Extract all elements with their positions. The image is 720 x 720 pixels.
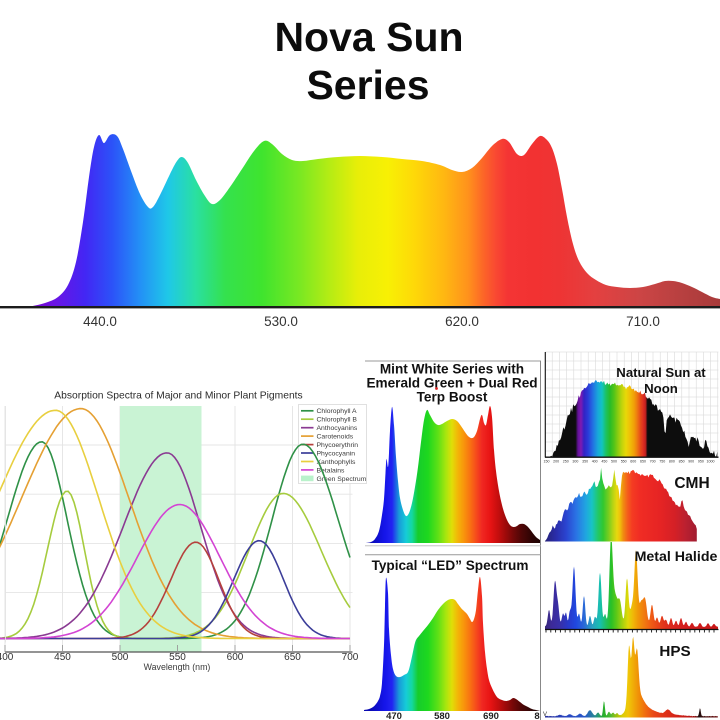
svg-text:580: 580 (434, 711, 450, 720)
svg-text:250: 250 (563, 460, 569, 464)
svg-text:1000: 1000 (707, 460, 715, 464)
svg-text:800: 800 (669, 460, 675, 464)
svg-text:Betalains: Betalains (317, 467, 346, 474)
svg-text:Metal Halide: Metal Halide (635, 549, 718, 565)
svg-text:Noon: Noon (644, 381, 678, 396)
svg-text:450: 450 (54, 652, 71, 663)
svg-text:350: 350 (582, 460, 588, 464)
svg-text:550: 550 (169, 652, 186, 663)
svg-text:710.0: 710.0 (626, 314, 660, 329)
svg-text:400: 400 (592, 460, 598, 464)
svg-text:Wavelength (nm): Wavelength (nm) (144, 662, 211, 672)
svg-text:Chlorophyll B: Chlorophyll B (317, 417, 358, 424)
svg-text:470: 470 (386, 711, 402, 720)
svg-text:530.0: 530.0 (264, 314, 298, 329)
svg-text:Anthocyanins: Anthocyanins (317, 425, 358, 432)
svg-text:Terp Boost: Terp Boost (417, 390, 488, 405)
svg-text:Xanthophylls: Xanthophylls (317, 459, 357, 466)
svg-text:Absorption Spectra of Major an: Absorption Spectra of Major and Minor Pl… (54, 391, 302, 402)
svg-text:600: 600 (630, 460, 636, 464)
svg-text:600: 600 (227, 652, 244, 663)
svg-text:700: 700 (342, 652, 359, 663)
svg-text:650: 650 (640, 460, 646, 464)
svg-text:200: 200 (553, 460, 559, 464)
svg-text:Emerald Green + Dual Red: Emerald Green + Dual Red (366, 376, 537, 391)
svg-text:CMH: CMH (674, 475, 709, 492)
svg-text:HPS: HPS (659, 643, 690, 660)
svg-text:750: 750 (659, 460, 665, 464)
svg-text:900: 900 (688, 460, 694, 464)
svg-text:150: 150 (544, 460, 550, 464)
svg-text:Chlorophyll A: Chlorophyll A (317, 408, 358, 415)
svg-text:620.0: 620.0 (445, 314, 479, 329)
svg-text:450: 450 (601, 460, 607, 464)
svg-text:Carotenoids: Carotenoids (317, 434, 354, 441)
svg-text:500: 500 (611, 460, 617, 464)
svg-text:Mint White Series with: Mint White Series with (380, 362, 524, 377)
svg-text:Phycocyanin: Phycocyanin (317, 450, 356, 457)
svg-text:440.0: 440.0 (83, 314, 117, 329)
svg-text:550: 550 (621, 460, 627, 464)
svg-text:650: 650 (284, 652, 301, 663)
svg-text:400: 400 (0, 652, 14, 663)
svg-text:950: 950 (698, 460, 704, 464)
svg-text:300: 300 (572, 460, 578, 464)
svg-text:8: 8 (534, 711, 539, 720)
svg-text:Green Spectrum: Green Spectrum (317, 476, 367, 483)
svg-text:Natural Sun at: Natural Sun at (616, 365, 706, 380)
svg-text:V: V (543, 712, 547, 718)
svg-text:Phycoerythrin: Phycoerythrin (317, 442, 359, 449)
svg-text:Typical “LED” Spectrum: Typical “LED” Spectrum (372, 558, 529, 573)
svg-text:700: 700 (650, 460, 656, 464)
svg-text:690: 690 (483, 711, 499, 720)
svg-text:500: 500 (112, 652, 129, 663)
svg-text:850: 850 (679, 460, 685, 464)
